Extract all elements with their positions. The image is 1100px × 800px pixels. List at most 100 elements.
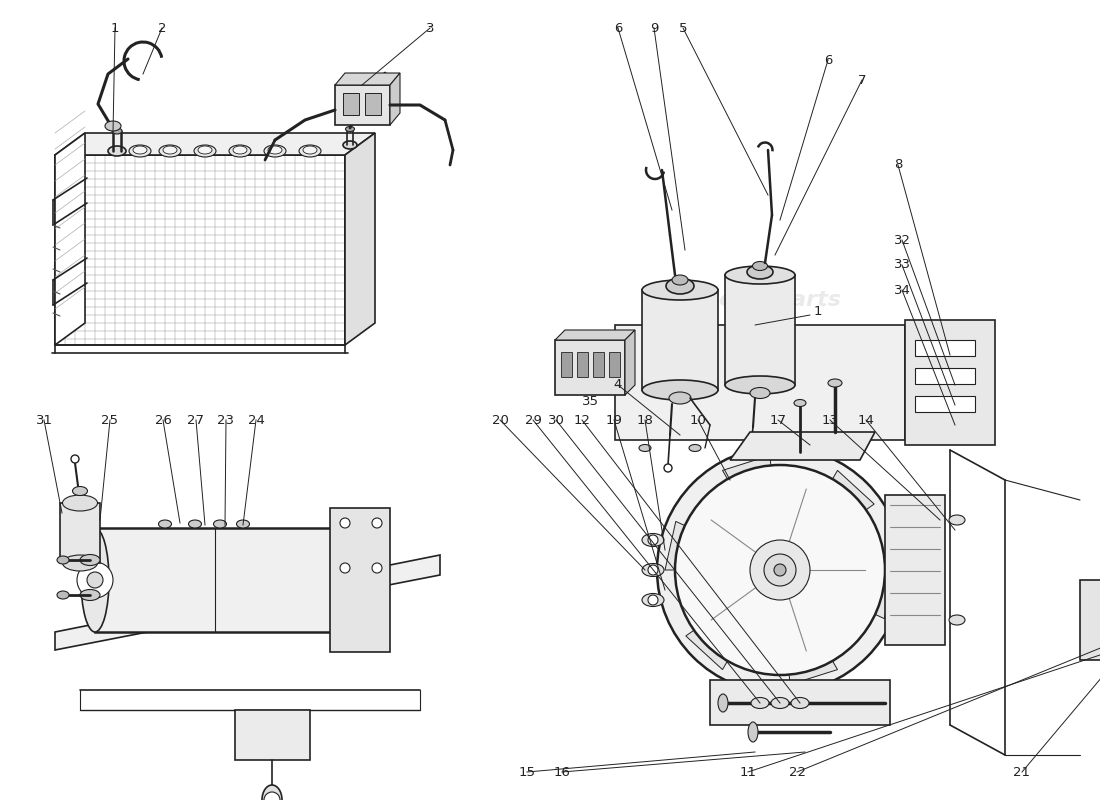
Text: 22: 22: [789, 766, 805, 778]
Ellipse shape: [188, 520, 201, 528]
Text: 33: 33: [893, 258, 911, 271]
Text: 14: 14: [858, 414, 874, 426]
Bar: [915, 368, 975, 384]
Ellipse shape: [80, 590, 100, 601]
Circle shape: [774, 564, 786, 576]
Text: 4: 4: [614, 378, 623, 391]
Polygon shape: [666, 522, 752, 570]
Ellipse shape: [194, 145, 216, 157]
Text: 11: 11: [739, 766, 757, 778]
Ellipse shape: [718, 694, 728, 712]
Text: 31: 31: [35, 414, 53, 426]
Polygon shape: [886, 495, 945, 645]
Polygon shape: [685, 587, 764, 670]
Text: 12: 12: [573, 414, 591, 426]
Polygon shape: [95, 528, 345, 632]
Ellipse shape: [63, 495, 98, 511]
Circle shape: [764, 554, 796, 586]
Ellipse shape: [129, 145, 151, 157]
Text: 29: 29: [525, 414, 541, 426]
Ellipse shape: [57, 591, 69, 599]
Circle shape: [77, 562, 113, 598]
Text: 17: 17: [770, 414, 786, 426]
Text: 20: 20: [492, 414, 508, 426]
Circle shape: [648, 535, 658, 545]
Ellipse shape: [949, 615, 965, 625]
Ellipse shape: [81, 528, 109, 632]
Polygon shape: [905, 320, 996, 445]
Polygon shape: [615, 325, 905, 440]
Circle shape: [657, 447, 903, 693]
Text: 21: 21: [1013, 766, 1031, 778]
Text: 7: 7: [858, 74, 867, 86]
Polygon shape: [556, 340, 625, 395]
Ellipse shape: [829, 445, 842, 451]
Ellipse shape: [725, 266, 795, 284]
Ellipse shape: [63, 555, 98, 571]
Polygon shape: [642, 290, 718, 390]
Ellipse shape: [264, 145, 286, 157]
Polygon shape: [55, 155, 345, 345]
Circle shape: [675, 465, 886, 675]
Ellipse shape: [748, 722, 758, 742]
Polygon shape: [807, 570, 895, 618]
Text: europarts: europarts: [718, 610, 842, 630]
Ellipse shape: [949, 515, 965, 525]
Ellipse shape: [345, 126, 354, 131]
Text: 16: 16: [553, 766, 571, 778]
Text: 2: 2: [157, 22, 166, 34]
Ellipse shape: [57, 556, 69, 564]
Text: 15: 15: [518, 766, 536, 778]
Ellipse shape: [642, 380, 718, 400]
Text: 5: 5: [679, 22, 688, 34]
Ellipse shape: [299, 145, 321, 157]
Ellipse shape: [80, 554, 100, 566]
Ellipse shape: [213, 520, 227, 528]
Polygon shape: [336, 73, 400, 85]
Text: 35: 35: [582, 395, 598, 408]
Ellipse shape: [133, 146, 147, 154]
Text: 13: 13: [822, 414, 838, 426]
Polygon shape: [55, 555, 440, 650]
Text: 23: 23: [218, 414, 234, 426]
Ellipse shape: [104, 121, 121, 131]
Ellipse shape: [669, 392, 691, 404]
Polygon shape: [345, 133, 375, 345]
Polygon shape: [60, 503, 100, 563]
Ellipse shape: [689, 445, 701, 451]
Circle shape: [372, 563, 382, 573]
Text: 26: 26: [155, 414, 172, 426]
Bar: [609, 352, 620, 377]
Circle shape: [746, 454, 754, 462]
Text: 8: 8: [894, 158, 902, 171]
Circle shape: [664, 464, 672, 472]
Circle shape: [264, 792, 280, 800]
Ellipse shape: [198, 146, 212, 154]
Ellipse shape: [791, 698, 808, 709]
Polygon shape: [336, 85, 390, 125]
Ellipse shape: [639, 445, 651, 451]
Polygon shape: [1080, 580, 1100, 660]
Circle shape: [750, 540, 810, 600]
Ellipse shape: [752, 262, 768, 270]
Text: 9: 9: [650, 22, 658, 34]
Circle shape: [648, 565, 658, 575]
Ellipse shape: [163, 146, 177, 154]
Text: 10: 10: [690, 414, 706, 426]
Polygon shape: [390, 73, 400, 125]
Ellipse shape: [794, 399, 806, 406]
Polygon shape: [725, 275, 795, 385]
Polygon shape: [723, 455, 778, 544]
Text: 18: 18: [637, 414, 653, 426]
Text: 24: 24: [248, 414, 264, 426]
Text: europarts: europarts: [133, 300, 256, 320]
Bar: [915, 340, 975, 356]
Circle shape: [648, 595, 658, 605]
Polygon shape: [556, 330, 635, 340]
Ellipse shape: [642, 594, 664, 606]
Ellipse shape: [666, 278, 694, 294]
Text: 30: 30: [548, 414, 564, 426]
Text: 19: 19: [606, 414, 623, 426]
Ellipse shape: [759, 445, 771, 451]
Text: 6: 6: [614, 22, 623, 34]
